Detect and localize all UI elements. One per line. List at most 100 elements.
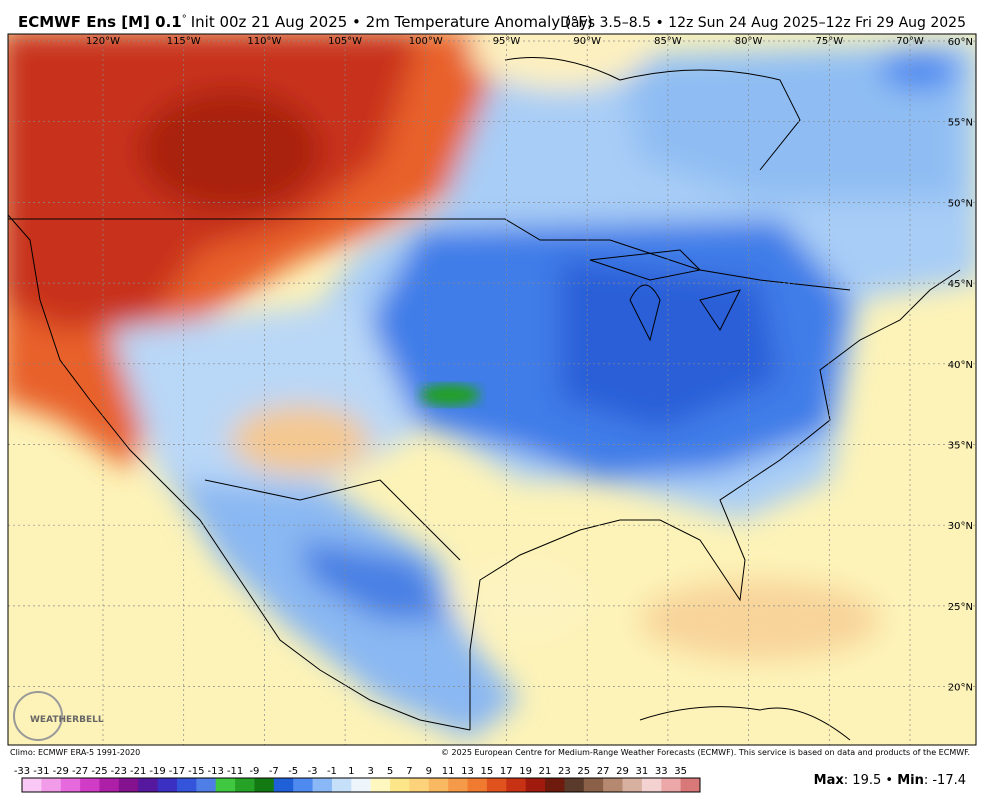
colorbar-swatch xyxy=(196,778,217,792)
colorbar-swatch xyxy=(641,778,662,792)
colorbar-label: 29 xyxy=(616,766,629,777)
colorbar-label: 11 xyxy=(442,766,455,777)
lon-label: 75°W xyxy=(815,36,843,47)
colorbar-swatch xyxy=(390,778,410,792)
lon-label: 95°W xyxy=(493,36,521,47)
colorbar-label: -1 xyxy=(327,766,337,777)
colorbar-swatch xyxy=(273,778,294,792)
logo-ring xyxy=(13,691,63,741)
colorbar-swatch xyxy=(428,778,449,792)
colorbar-swatch xyxy=(118,778,139,792)
lat-label: 55°N xyxy=(948,118,973,129)
lat-label: 30°N xyxy=(948,521,973,532)
period: Days 3.5–8.5 • 12z Sun 24 Aug 2025–12z F… xyxy=(560,15,966,31)
lat-label: 25°N xyxy=(948,602,973,613)
colorbar-label: 27 xyxy=(597,766,610,777)
colorbar-label: 7 xyxy=(406,766,412,777)
colorbar-swatch xyxy=(176,778,197,792)
colorbar-swatch xyxy=(661,778,682,792)
colorbar-swatch xyxy=(351,778,372,792)
lon-label: 100°W xyxy=(409,36,443,47)
colorbar-swatch xyxy=(448,778,469,792)
colorbar-frame xyxy=(21,777,701,793)
copyright: © 2025 European Centre for Medium-Range … xyxy=(441,748,970,757)
lon-label: 70°W xyxy=(896,36,924,47)
colorbar-label: -5 xyxy=(288,766,298,777)
colorbar-swatch xyxy=(215,778,236,792)
lon-label: 105°W xyxy=(328,36,362,47)
logo: WEATHERBELL xyxy=(30,715,104,725)
colorbar-label: 1 xyxy=(348,766,354,777)
title: ECMWF Ens [M] 0.1° Init 00z 21 Aug 2025 •… xyxy=(18,13,593,31)
colorbar-label: 19 xyxy=(519,766,532,777)
colorbar-label: -21 xyxy=(130,766,146,777)
climo: Climo: ECMWF ERA-5 1991-2020 xyxy=(10,748,140,757)
colorbar-label: 9 xyxy=(426,766,432,777)
lon-label: 85°W xyxy=(654,36,682,47)
colorbar-label: -25 xyxy=(91,766,107,777)
colorbar-label: -7 xyxy=(269,766,279,777)
colorbar-label: -33 xyxy=(14,766,30,777)
colorbar-label: 31 xyxy=(636,766,649,777)
colorbar-swatch xyxy=(622,778,643,792)
lon-label: 120°W xyxy=(86,36,120,47)
lon-label: 80°W xyxy=(735,36,763,47)
colorbar-label: 3 xyxy=(367,766,373,777)
colorbar-swatch xyxy=(312,778,333,792)
colorbar-swatch xyxy=(41,778,62,792)
colorbar-label: 17 xyxy=(500,766,513,777)
colorbar-swatch xyxy=(564,778,585,792)
colorbar-label: 5 xyxy=(387,766,393,777)
colorbar-swatch xyxy=(525,778,546,792)
colorbar-label: 33 xyxy=(655,766,668,777)
colorbar-label: -29 xyxy=(53,766,69,777)
map xyxy=(8,34,976,745)
colorbar-label: -13 xyxy=(208,766,224,777)
colorbar-swatch xyxy=(254,778,275,792)
lon-label: 90°W xyxy=(573,36,601,47)
colorbar-label: 15 xyxy=(481,766,494,777)
lat-label: 50°N xyxy=(948,198,973,209)
colorbar-label: 25 xyxy=(577,766,590,777)
colorbar-swatch xyxy=(60,778,81,792)
colorbar-label: 23 xyxy=(558,766,571,777)
colorbar-swatch xyxy=(467,778,488,792)
colorbar-swatch xyxy=(583,778,604,792)
colorbar-label: 13 xyxy=(461,766,474,777)
lat-label: 45°N xyxy=(948,279,973,290)
colorbar-swatch xyxy=(409,778,430,792)
colorbar-label: -31 xyxy=(33,766,49,777)
colorbar-swatch xyxy=(545,778,565,792)
colorbar-swatch xyxy=(370,778,391,792)
colorbar-swatch xyxy=(506,778,527,792)
colorbar-label: -3 xyxy=(308,766,318,777)
colorbar-swatch xyxy=(99,778,120,792)
colorbar-swatch xyxy=(603,778,624,792)
colorbar-label: -19 xyxy=(149,766,165,777)
stats: Max: 19.5 • Min: -17.4 xyxy=(814,773,966,788)
colorbar-swatch xyxy=(293,778,314,792)
lat-label: 20°N xyxy=(948,683,973,694)
colorbar-label: 35 xyxy=(674,766,687,777)
lat-label: 60°N xyxy=(948,37,973,48)
colorbar-label: -17 xyxy=(169,766,185,777)
colorbar-swatch xyxy=(138,778,159,792)
colorbar-swatch xyxy=(22,778,42,792)
colorbar-swatch xyxy=(80,778,100,792)
lon-label: 110°W xyxy=(247,36,281,47)
colorbar-swatch xyxy=(235,778,255,792)
lat-label: 40°N xyxy=(948,360,973,371)
colorbar-label: -9 xyxy=(249,766,259,777)
colorbar-swatch xyxy=(157,778,178,792)
colorbar-label: 21 xyxy=(539,766,552,777)
colorbar-label: -27 xyxy=(72,766,88,777)
colorbar-label: -11 xyxy=(227,766,243,777)
lat-label: 35°N xyxy=(948,441,973,452)
colorbar-label: -15 xyxy=(188,766,204,777)
colorbar-label: -23 xyxy=(111,766,127,777)
lon-label: 115°W xyxy=(167,36,201,47)
colorbar-swatch xyxy=(331,778,352,792)
colorbar-swatch xyxy=(486,778,507,792)
colorbar-swatch xyxy=(680,778,701,792)
